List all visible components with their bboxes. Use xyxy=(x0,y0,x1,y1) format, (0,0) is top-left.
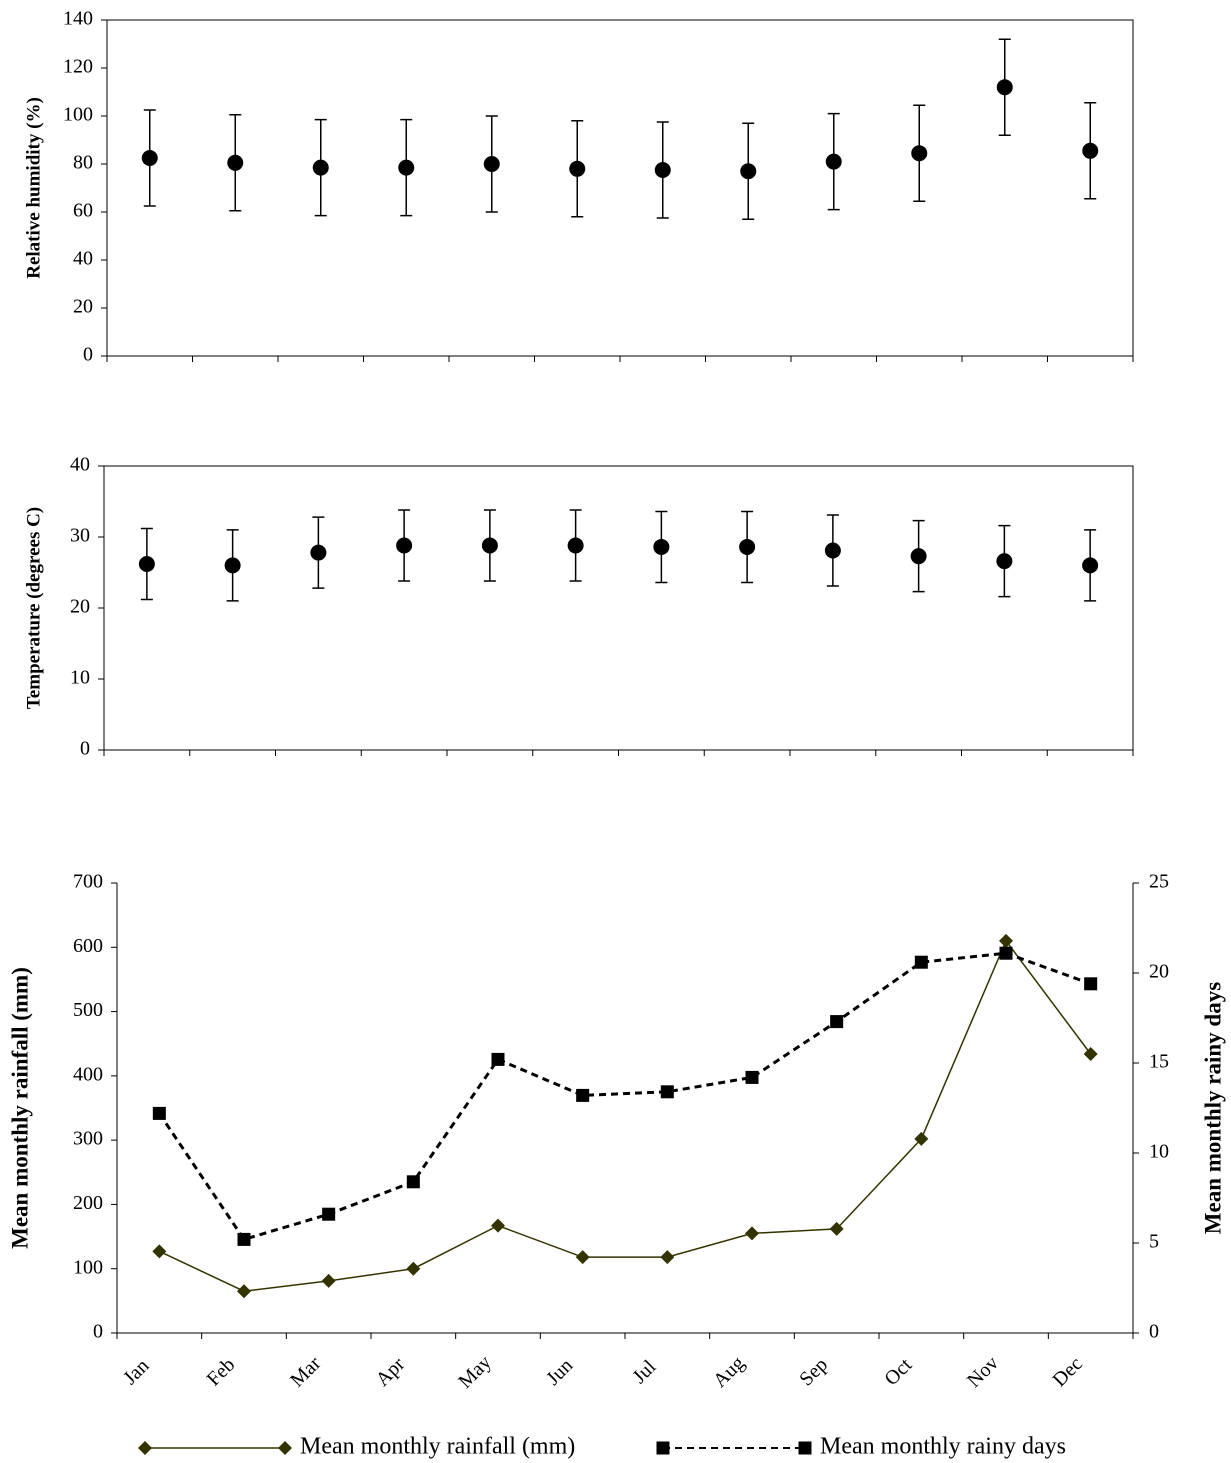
point xyxy=(910,548,927,565)
y-tick-label: 80 xyxy=(73,152,93,174)
y-axis-label: Temperature (degrees C) xyxy=(23,507,44,709)
point xyxy=(322,1207,336,1221)
point xyxy=(830,1015,844,1029)
y2-tick-label: 20 xyxy=(1149,961,1169,983)
point xyxy=(312,159,329,176)
y-tick-label: 60 xyxy=(73,200,93,222)
point xyxy=(141,150,158,166)
y2-tick-label: 5 xyxy=(1149,1231,1159,1253)
y-tick-label: 10 xyxy=(70,667,90,689)
point xyxy=(745,1226,759,1241)
legend-marker xyxy=(278,1441,292,1455)
point xyxy=(653,538,670,555)
y-tick-label: 0 xyxy=(93,1321,103,1343)
point xyxy=(824,542,841,559)
y-tick-label: 100 xyxy=(63,104,93,126)
point xyxy=(1082,142,1099,159)
y-tick-label: 140 xyxy=(63,8,93,30)
point xyxy=(996,553,1013,570)
y-tick-label: 100 xyxy=(73,1256,103,1278)
point xyxy=(745,1070,759,1084)
point xyxy=(660,1250,675,1265)
y-tick-label: 0 xyxy=(83,344,93,366)
point xyxy=(911,145,928,162)
y-tick-label: 500 xyxy=(73,999,103,1021)
point xyxy=(491,1052,505,1066)
y2-tick-label: 10 xyxy=(1149,1141,1169,1163)
point xyxy=(999,946,1013,960)
point xyxy=(398,159,415,176)
point xyxy=(654,162,671,178)
point xyxy=(138,555,155,572)
point xyxy=(396,537,413,554)
point xyxy=(1084,977,1098,991)
point xyxy=(575,1250,590,1265)
y2-tick-label: 25 xyxy=(1149,871,1169,893)
y-tick-label: 300 xyxy=(73,1128,103,1150)
point xyxy=(406,1175,420,1189)
legend-marker xyxy=(138,1441,152,1455)
point xyxy=(739,538,756,555)
y-tick-label: 700 xyxy=(73,871,103,893)
y2-tick-label: 15 xyxy=(1149,1051,1169,1073)
y-tick-label: 200 xyxy=(73,1192,103,1214)
point xyxy=(310,544,327,561)
point xyxy=(1082,557,1099,574)
y2-axis-label: Mean monthly rainy days xyxy=(1200,982,1225,1234)
point xyxy=(825,153,842,170)
point xyxy=(321,1273,336,1288)
legend-marker xyxy=(798,1441,812,1455)
y-tick-label: 20 xyxy=(73,296,93,318)
y-tick-label: 40 xyxy=(70,454,90,476)
y-tick-label: 20 xyxy=(70,596,90,618)
y2-tick-label: 0 xyxy=(1149,1321,1159,1343)
y-tick-label: 600 xyxy=(73,935,103,957)
point xyxy=(914,1131,929,1146)
point xyxy=(227,154,244,171)
point xyxy=(740,163,757,180)
legend-label: Mean monthly rainfall (mm) xyxy=(300,1434,575,1460)
y-tick-label: 120 xyxy=(63,56,93,78)
point xyxy=(237,1232,251,1246)
y-tick-label: 30 xyxy=(70,525,90,547)
point xyxy=(152,1106,166,1120)
point xyxy=(567,537,584,554)
series-line xyxy=(158,951,1092,1242)
legend-marker xyxy=(656,1441,670,1455)
point xyxy=(406,1261,421,1276)
y-tick-label: 40 xyxy=(73,248,93,270)
series-line xyxy=(159,939,1092,1292)
point xyxy=(576,1088,590,1102)
y-axis-label: Relative humidity (%) xyxy=(23,97,44,279)
point xyxy=(660,1085,674,1099)
point xyxy=(829,1221,844,1236)
y-tick-label: 0 xyxy=(80,738,90,760)
point xyxy=(1083,1047,1098,1061)
y-tick-label: 400 xyxy=(73,1063,103,1085)
y-axis-label: Mean monthly rainfall (mm) xyxy=(7,967,32,1249)
point xyxy=(914,955,928,969)
point xyxy=(224,557,241,574)
point xyxy=(152,1244,167,1259)
point xyxy=(996,79,1013,96)
point xyxy=(999,933,1013,948)
point xyxy=(237,1284,251,1299)
legend-label: Mean monthly rainy days xyxy=(820,1434,1066,1460)
point xyxy=(483,156,500,172)
point xyxy=(569,160,586,177)
point xyxy=(491,1218,505,1233)
point xyxy=(481,537,498,554)
